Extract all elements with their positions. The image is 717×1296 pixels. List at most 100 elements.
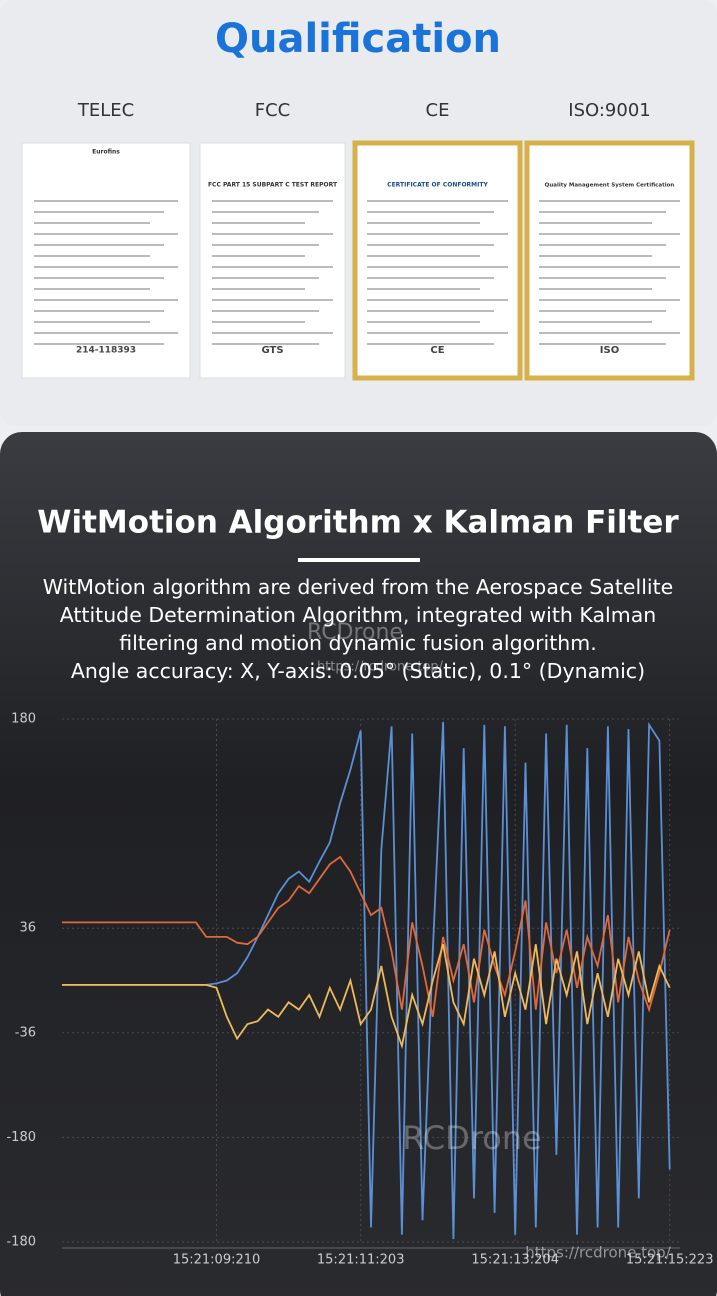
cert-text-line bbox=[539, 244, 666, 246]
cert-text-line bbox=[34, 332, 178, 334]
cert-text-line bbox=[367, 244, 494, 246]
dark-panel bbox=[0, 432, 717, 1296]
cert-text-line bbox=[367, 343, 494, 345]
cert-text-line bbox=[367, 310, 494, 312]
cert-paper bbox=[199, 142, 346, 379]
cert-text-line bbox=[34, 255, 150, 257]
title-underline bbox=[298, 558, 420, 562]
cert-text-line bbox=[34, 266, 178, 268]
header-title: Qualification bbox=[215, 16, 501, 62]
description: WitMotion algorithm are derived from the… bbox=[43, 575, 674, 683]
cert-title: CERTIFICATE OF CONFORMITY bbox=[387, 182, 488, 189]
x-tick-label: 15:21:11:203 bbox=[317, 1253, 405, 1268]
cert-text-line bbox=[34, 200, 178, 202]
cert-text-line bbox=[367, 233, 508, 235]
series-line bbox=[62, 855, 671, 1017]
y-tick-label: -36 bbox=[15, 1025, 36, 1040]
cert-label: TELEC bbox=[77, 100, 134, 121]
cert-text-line bbox=[34, 321, 150, 323]
cert-text-line bbox=[212, 277, 319, 279]
cert-text-line bbox=[212, 233, 333, 235]
chart: 180 36 -36 -180 -180 15:21:09:210 15:21:11:203… bbox=[6, 620, 713, 1268]
cert-title: Quality Management System Certification bbox=[545, 183, 675, 189]
cert-label: CE bbox=[426, 100, 450, 121]
y-tick-label: -180 bbox=[6, 1235, 36, 1250]
cert-text-line bbox=[539, 332, 680, 334]
cert-text-line bbox=[212, 266, 333, 268]
cert-text-line bbox=[367, 200, 508, 202]
cert-text-line bbox=[34, 222, 150, 224]
cert-text-line bbox=[367, 299, 508, 301]
cert-text-line bbox=[34, 244, 164, 246]
certificates: TELEC Eurofins 214-118393 FCC FCC PART 15 SU… bbox=[21, 100, 695, 381]
cert-text-line bbox=[539, 233, 680, 235]
cert-text-line bbox=[212, 343, 319, 345]
cert-text-line bbox=[212, 288, 305, 290]
cert-text-line bbox=[539, 299, 680, 301]
cert-code: ISO bbox=[600, 345, 619, 356]
cert-text-line bbox=[212, 222, 305, 224]
cert-text-line bbox=[367, 277, 494, 279]
cert-text-line bbox=[212, 332, 333, 334]
cert-text-line bbox=[212, 299, 333, 301]
cert-code: CE bbox=[430, 345, 444, 356]
cert-code: GTS bbox=[261, 345, 283, 356]
description-line: Angle accuracy: X, Y-axis: 0.05° (Static… bbox=[71, 659, 645, 683]
cert-text-line bbox=[539, 310, 666, 312]
cert-title: FCC PART 15 SUBPART C TEST REPORT bbox=[208, 182, 338, 189]
cert-text-line bbox=[539, 343, 666, 345]
x-tick-label: 15:21:15:223 bbox=[626, 1253, 714, 1268]
cert-text-line bbox=[212, 200, 333, 202]
cert-text-line bbox=[539, 321, 652, 323]
cert-title: Eurofins bbox=[92, 149, 120, 156]
watermark: https://rcdrone.top/ bbox=[525, 1244, 671, 1262]
watermark: RCDrone bbox=[402, 1119, 542, 1157]
cert-text-line bbox=[212, 211, 319, 213]
x-tick-label: 15:21:09:210 bbox=[173, 1253, 261, 1268]
cert-text-line bbox=[539, 266, 680, 268]
description-line: WitMotion algorithm are derived from the… bbox=[43, 575, 674, 599]
cert-label: ISO:9001 bbox=[568, 100, 650, 121]
section-title: WitMotion Algorithm x Kalman Filter bbox=[37, 505, 679, 541]
cert-paper bbox=[21, 142, 191, 379]
cert-text-line bbox=[539, 255, 652, 257]
cert-text-line bbox=[34, 299, 178, 301]
cert-text-line bbox=[367, 266, 508, 268]
cert-text-line bbox=[367, 211, 494, 213]
cert-text-line bbox=[539, 211, 666, 213]
cert-text-line bbox=[34, 233, 178, 235]
cert-text-line bbox=[367, 321, 480, 323]
cert-text-line bbox=[34, 288, 150, 290]
watermark: RCDrone bbox=[307, 620, 403, 645]
cert-text-line bbox=[34, 277, 164, 279]
cert-text-line bbox=[539, 288, 652, 290]
cert-text-line bbox=[212, 244, 319, 246]
cert-text-line bbox=[367, 222, 480, 224]
cert-text-line bbox=[539, 200, 680, 202]
cert-text-line bbox=[539, 277, 666, 279]
cert-text-line bbox=[212, 321, 305, 323]
cert-text-line bbox=[367, 255, 480, 257]
cert-text-line bbox=[539, 222, 652, 224]
cert-text-line bbox=[212, 255, 305, 257]
y-tick-label: -180 bbox=[6, 1130, 36, 1145]
cert-label: FCC bbox=[255, 100, 291, 121]
cert-text-line bbox=[34, 343, 164, 345]
cert-text-line bbox=[212, 310, 319, 312]
description-line: filtering and motion dynamic fusion algo… bbox=[119, 631, 597, 655]
cert-text-line bbox=[367, 288, 480, 290]
cert-paper bbox=[352, 140, 523, 381]
cert-text-line bbox=[34, 310, 164, 312]
cert-text-line bbox=[34, 211, 164, 213]
watermark: https://rcdrone.top/ bbox=[317, 660, 444, 675]
series-line bbox=[62, 943, 671, 1050]
y-tick-label: 36 bbox=[19, 921, 36, 936]
cert-code: 214-118393 bbox=[76, 346, 136, 356]
cert-text-line bbox=[367, 332, 508, 334]
cert-paper bbox=[524, 140, 695, 381]
y-tick-label: 180 bbox=[11, 712, 36, 727]
x-tick-label: 15:21:13:204 bbox=[471, 1253, 559, 1268]
description-line: Attitude Determination Algorithm, integr… bbox=[60, 603, 657, 627]
